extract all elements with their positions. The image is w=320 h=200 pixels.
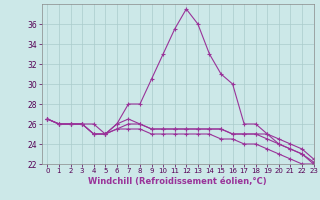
X-axis label: Windchill (Refroidissement éolien,°C): Windchill (Refroidissement éolien,°C) <box>88 177 267 186</box>
